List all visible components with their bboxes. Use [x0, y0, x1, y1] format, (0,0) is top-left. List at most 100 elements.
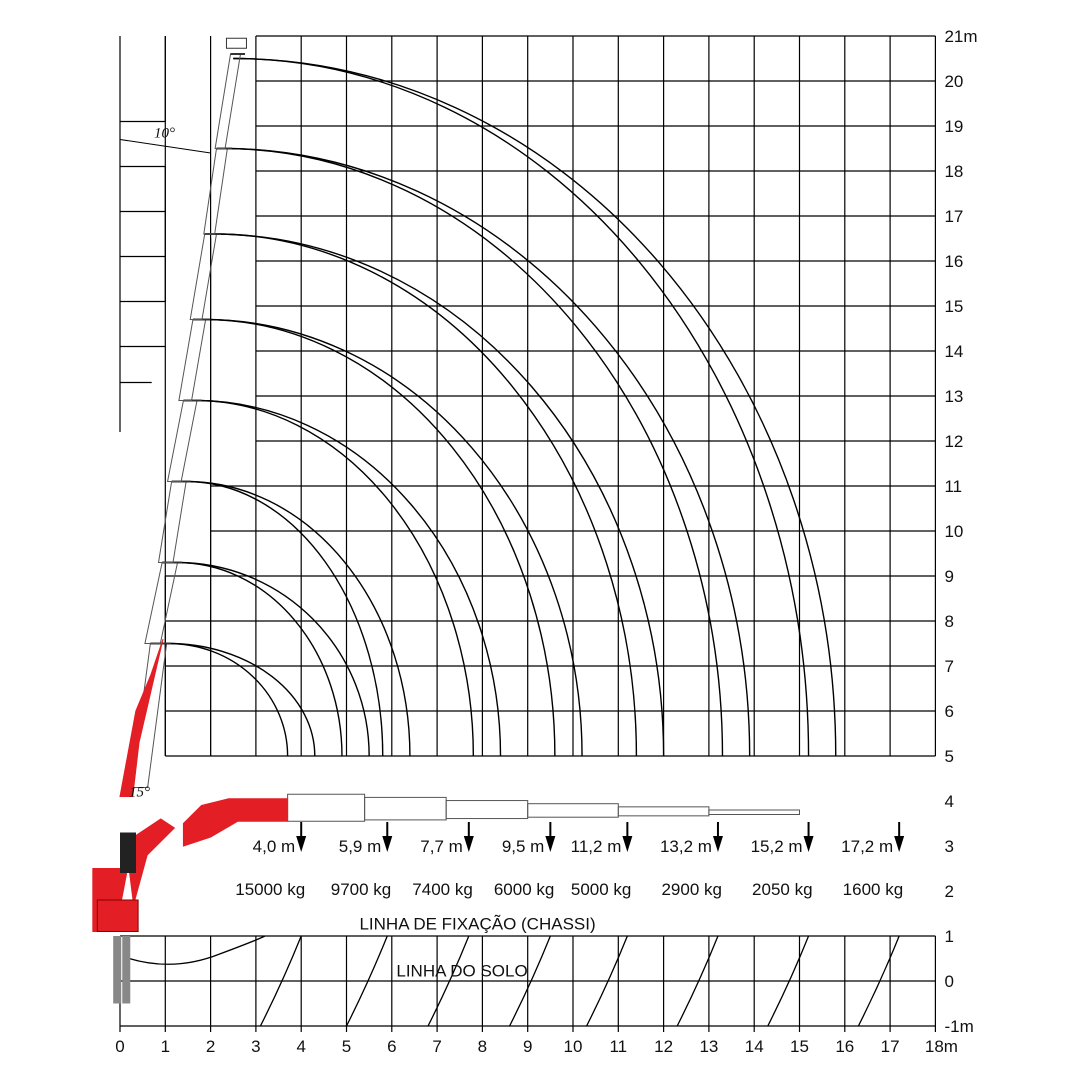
x-tick-label: 4 — [296, 1037, 305, 1056]
y-tick-label: 8 — [944, 612, 953, 631]
load-weight-label: 2050 kg — [752, 880, 813, 899]
fixing-line-label: LINHA DE FIXAÇÃO (CHASSI) — [359, 914, 595, 933]
stabilizer-leg — [122, 936, 131, 1004]
load-reach-label: 5,9 m — [339, 837, 382, 856]
boom-section — [157, 481, 187, 563]
x-tick-label: 8 — [478, 1037, 487, 1056]
load-arrow-icon — [622, 836, 633, 852]
outreach-arc — [213, 233, 638, 757]
y-tick-label: 7 — [944, 657, 953, 676]
y-tick-label: 2 — [944, 882, 953, 901]
boom-section-horizontal — [445, 800, 529, 820]
outreach-arc — [195, 399, 475, 757]
y-tick-label: 17 — [944, 207, 963, 226]
ground-arc — [676, 935, 719, 1027]
x-tick-label: 16 — [835, 1037, 854, 1056]
angle-labels: 10° 15° — [129, 125, 175, 800]
y-tick-label: 14 — [944, 342, 963, 361]
y-tick-label: 5 — [944, 747, 953, 766]
y-tick-label: 19 — [944, 117, 963, 136]
outreach-arc — [168, 642, 316, 757]
x-tick-label: 9 — [523, 1037, 532, 1056]
reference-lines: LINHA DE FIXAÇÃO (CHASSI) LINHA DO SOLO — [359, 914, 595, 980]
load-weight-label: 1600 kg — [843, 880, 904, 899]
x-tick-label: 14 — [745, 1037, 764, 1056]
angle-label-low: 15° — [129, 785, 150, 801]
outreach-arc — [223, 147, 751, 757]
main-boom-horizontal — [182, 798, 289, 847]
boom-tip — [225, 37, 247, 49]
grid — [119, 35, 937, 1032]
ground-arc — [128, 935, 266, 965]
outreach-arc — [177, 561, 343, 757]
ground-arc — [345, 935, 388, 1027]
outreach-arc — [204, 318, 583, 757]
y-tick-label: 1 — [944, 927, 953, 946]
load-arrow-icon — [463, 836, 474, 852]
load-arrow-icon — [894, 836, 905, 852]
y-tick-label: 15 — [944, 297, 963, 316]
load-arrow-icon — [296, 836, 307, 852]
load-reach-label: 7,7 m — [420, 837, 463, 856]
y-tick-label: 10 — [944, 522, 963, 541]
boom-horizontal — [182, 793, 801, 847]
x-tick-label: 0 — [115, 1037, 124, 1056]
boom-vertical — [119, 37, 247, 797]
load-weight-label: 6000 kg — [494, 880, 555, 899]
outreach-arc — [213, 233, 665, 757]
y-tick-label: 20 — [944, 72, 963, 91]
hydraulic-cylinder — [120, 832, 136, 873]
load-reach-label: 15,2 m — [751, 837, 803, 856]
x-tick-label: 18m — [925, 1037, 958, 1056]
y-tick-label: 11 — [944, 477, 962, 496]
x-tick-label: 12 — [654, 1037, 673, 1056]
load-reach-label: 4,0 m — [253, 837, 296, 856]
ground-arc — [857, 935, 900, 1027]
outreach-arc — [186, 480, 411, 757]
boom-section — [203, 148, 228, 235]
boom-section-horizontal — [708, 809, 801, 815]
load-weight-label: 2900 kg — [661, 880, 722, 899]
load-arrow-icon — [545, 836, 556, 852]
outreach-arcs — [128, 57, 900, 1027]
y-tick-label: 18 — [944, 162, 963, 181]
y-tick-label: 21m — [944, 27, 977, 46]
outreach-arc — [168, 642, 289, 757]
y-tick-label: 16 — [944, 252, 963, 271]
load-weight-label: 9700 kg — [331, 880, 392, 899]
boom-section — [144, 562, 179, 644]
y-tick-label: 0 — [944, 972, 953, 991]
angle-guide — [119, 139, 211, 154]
x-tick-label: 7 — [432, 1037, 441, 1056]
load-weight-label: 7400 kg — [412, 880, 473, 899]
stabilizer-leg — [113, 936, 122, 1004]
boom-section-horizontal — [287, 793, 366, 822]
load-reach-label: 11,2 m — [571, 837, 622, 856]
boom-section-horizontal — [617, 806, 710, 817]
crane-base — [92, 818, 176, 1004]
boom-section — [178, 319, 207, 401]
load-weight-label: 15000 kg — [235, 880, 305, 899]
ground-arc — [586, 935, 628, 1027]
load-weight-label: 5000 kg — [571, 880, 632, 899]
outreach-arc — [204, 318, 556, 757]
boom-section-horizontal — [527, 803, 619, 818]
crane-turret — [96, 899, 139, 932]
y-tick-label: 3 — [944, 837, 953, 856]
y-tick-label: 12 — [944, 432, 963, 451]
ground-arc — [259, 935, 302, 1027]
y-tick-label: -1m — [944, 1017, 973, 1036]
load-reach-label: 9,5 m — [502, 837, 545, 856]
ground-arc — [508, 935, 551, 1027]
boom-section — [214, 53, 242, 149]
x-tick-label: 2 — [206, 1037, 215, 1056]
boom-section — [189, 233, 218, 320]
angle-label-top: 10° — [154, 125, 175, 141]
outreach-arc — [233, 57, 810, 757]
y-tick-label: 13 — [944, 387, 963, 406]
x-axis-ticks: 0 1 2 3 4 5 6 7 8 9 10 11 12 13 14 15 16 17 18m — [115, 1037, 958, 1056]
x-tick-label: 3 — [251, 1037, 260, 1056]
x-tick-label: 5 — [342, 1037, 351, 1056]
